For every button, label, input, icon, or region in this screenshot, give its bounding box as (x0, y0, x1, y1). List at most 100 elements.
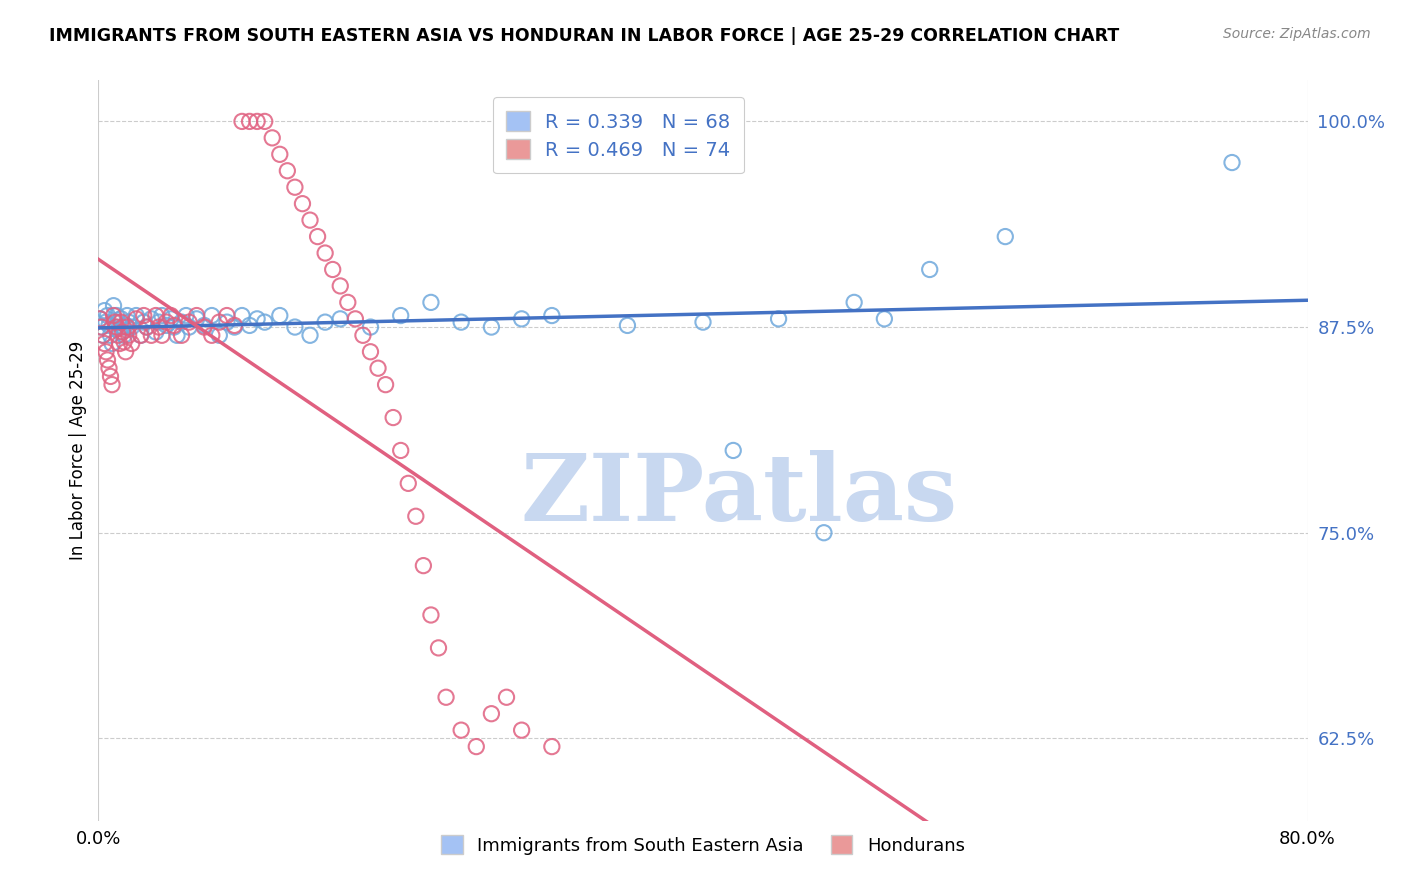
Point (420, 607, 443, 622)
Point (104, 315, 127, 329)
Point (125, 309, 148, 323)
Point (105, 309, 128, 323)
Point (367, 361, 389, 376)
Point (111, 320, 134, 334)
Point (179, 315, 201, 329)
Point (114, 318, 136, 333)
Point (231, 114, 253, 128)
Point (115, 320, 138, 334)
Point (150, 328, 173, 343)
Point (107, 328, 129, 343)
Point (495, 690, 517, 705)
Text: ZIPatlas: ZIPatlas (520, 450, 957, 540)
Point (307, 229, 329, 244)
Point (540, 309, 562, 323)
Point (269, 147, 291, 161)
Point (269, 309, 291, 323)
Point (170, 315, 193, 329)
Point (420, 295, 443, 310)
Point (193, 320, 215, 334)
Point (104, 320, 127, 334)
Point (101, 336, 124, 351)
Point (208, 328, 231, 343)
Point (94, 344, 117, 359)
Point (118, 315, 141, 329)
Point (91, 328, 114, 343)
Point (135, 320, 157, 334)
Point (844, 295, 866, 310)
Point (108, 336, 131, 351)
Point (101, 377, 124, 392)
Point (166, 328, 188, 343)
Text: IMMIGRANTS FROM SOUTH EASTERN ASIA VS HONDURAN IN LABOR FORCE | AGE 25-29 CORREL: IMMIGRANTS FROM SOUTH EASTERN ASIA VS HO… (49, 27, 1119, 45)
Point (481, 706, 503, 721)
Point (314, 246, 336, 260)
Point (155, 318, 177, 333)
Point (163, 318, 186, 333)
Point (262, 131, 284, 145)
Point (89, 311, 111, 326)
Point (93, 303, 115, 318)
Point (231, 309, 253, 323)
Point (100, 369, 122, 384)
Point (481, 320, 503, 334)
Point (284, 320, 307, 334)
Point (93, 336, 115, 351)
Text: Source: ZipAtlas.com: Source: ZipAtlas.com (1223, 27, 1371, 41)
Point (107, 315, 129, 329)
Point (91, 328, 114, 343)
Point (510, 311, 533, 326)
Point (224, 318, 246, 333)
Point (145, 325, 167, 339)
Point (813, 525, 835, 540)
Point (299, 328, 322, 343)
Point (768, 311, 790, 326)
Point (510, 723, 533, 738)
Point (253, 315, 276, 329)
Point (110, 311, 132, 326)
Point (215, 315, 238, 329)
Point (253, 114, 276, 128)
Point (145, 309, 167, 323)
Point (329, 279, 352, 293)
Point (405, 509, 427, 524)
Point (201, 328, 224, 343)
Y-axis label: In Labor Force | Age 25-29: In Labor Force | Age 25-29 (69, 341, 87, 560)
Point (322, 262, 344, 277)
Point (873, 311, 896, 326)
Point (125, 311, 148, 326)
Point (224, 320, 246, 334)
Point (299, 213, 322, 227)
Point (344, 311, 367, 326)
Point (374, 377, 396, 392)
Point (284, 180, 307, 194)
Point (193, 318, 215, 333)
Point (360, 320, 382, 334)
Point (160, 309, 183, 323)
Point (150, 309, 173, 323)
Point (103, 299, 125, 313)
Point (110, 315, 132, 329)
Point (118, 328, 141, 343)
Point (90, 320, 112, 334)
Point (132, 309, 155, 323)
Point (246, 114, 269, 128)
Point (108, 325, 131, 339)
Point (918, 262, 941, 277)
Point (239, 114, 262, 128)
Point (239, 318, 262, 333)
Legend: Immigrants from South Eastern Asia, Hondurans: Immigrants from South Eastern Asia, Hond… (429, 822, 977, 867)
Point (114, 344, 136, 359)
Point (994, 229, 1017, 244)
Point (389, 443, 412, 458)
Point (155, 315, 177, 329)
Point (112, 328, 135, 343)
Point (427, 640, 450, 655)
Point (215, 309, 238, 323)
Point (450, 723, 472, 738)
Point (132, 315, 155, 329)
Point (352, 328, 374, 343)
Point (434, 690, 457, 705)
Point (412, 558, 434, 573)
Point (111, 325, 134, 339)
